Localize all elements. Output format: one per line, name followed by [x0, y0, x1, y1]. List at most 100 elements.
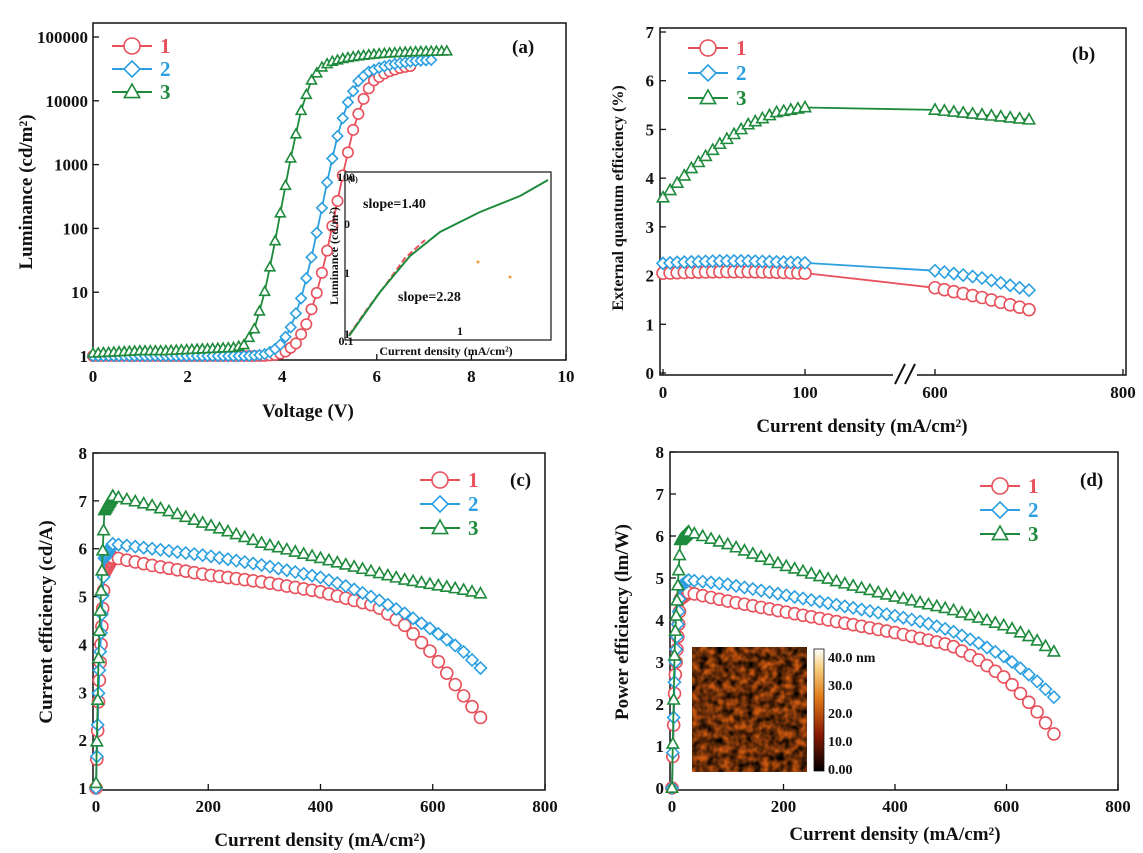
- series-2-point: [170, 544, 185, 560]
- panel-b-legend: 123: [688, 36, 747, 110]
- inset-ytick: 0: [344, 217, 350, 231]
- series-1-point: [456, 689, 471, 703]
- x-tick-label: 800: [532, 797, 558, 816]
- series-2-point: [424, 53, 438, 67]
- x-tick-label: 400: [882, 797, 908, 816]
- series-1-point: [473, 710, 488, 725]
- series-3-point: [305, 548, 320, 562]
- legend-label: 3: [160, 80, 171, 104]
- inset-ytick: 1: [344, 266, 350, 280]
- inset-annotation: slope=1.40: [363, 197, 426, 212]
- series-3-point: [1038, 638, 1053, 652]
- x-tick-label: 8: [467, 367, 476, 386]
- series-3-point: [663, 182, 678, 196]
- series-1-point: [331, 194, 344, 207]
- series-3-point: [389, 570, 404, 583]
- series-3-point: [666, 692, 681, 705]
- legend-label: 1: [1028, 474, 1039, 498]
- series-3-point: [1012, 111, 1027, 124]
- series-2-point: [1021, 283, 1037, 298]
- series-3-point: [687, 525, 702, 539]
- series-1-point: [431, 654, 446, 669]
- series-1-point: [326, 220, 339, 233]
- series-2-point: [92, 663, 107, 678]
- series-1-point: [448, 677, 463, 692]
- series-1-point: [414, 635, 429, 650]
- inset-annotation: slope=2.28: [398, 290, 461, 305]
- series-2-point: [464, 652, 480, 668]
- x-tick-label: 600: [994, 797, 1020, 816]
- series-3-point: [996, 617, 1011, 631]
- inset-point: [476, 260, 480, 264]
- series-3-point: [414, 575, 429, 588]
- series-3-point: [95, 542, 110, 556]
- series-3-point: [684, 160, 699, 174]
- series-1-point: [352, 107, 365, 120]
- series-3-point: [670, 577, 685, 591]
- series-3-point: [178, 509, 193, 523]
- series-3-point: [1013, 624, 1028, 638]
- series-3-point: [762, 552, 777, 566]
- panel-d-legend: 123: [980, 474, 1039, 546]
- series-3-point: [754, 549, 769, 563]
- series-3-point: [279, 178, 292, 191]
- series-3-point: [91, 650, 106, 664]
- y-tick-label: 7: [656, 485, 665, 504]
- series-2-point: [279, 330, 292, 344]
- inset-frame: [344, 171, 552, 341]
- series-2-point: [310, 226, 324, 240]
- series-2-point: [695, 574, 710, 589]
- series-3-point: [111, 489, 126, 503]
- x-tick-label: 800: [1110, 383, 1136, 402]
- y-tick-label: 0: [656, 779, 665, 798]
- series-2-point: [336, 111, 350, 125]
- series-1-point: [300, 318, 313, 331]
- series-3-point: [974, 107, 990, 120]
- series-2-point: [346, 84, 360, 98]
- series-3-point: [665, 736, 680, 749]
- series-3-point: [745, 546, 760, 559]
- series-3-point: [837, 576, 852, 589]
- series-3-point: [355, 561, 370, 575]
- y-tick-label: 0: [646, 364, 655, 383]
- series-3-point: [1046, 644, 1061, 657]
- series-3-point: [787, 561, 802, 574]
- series-3-point: [88, 775, 104, 789]
- series-3-point: [812, 568, 827, 582]
- series-3-point: [203, 518, 219, 531]
- series-3-point: [946, 104, 961, 117]
- series-1-point: [310, 286, 323, 299]
- colorbar-tick: 20.0: [828, 707, 853, 722]
- series-3-point: [846, 578, 861, 591]
- series-2-point: [965, 269, 980, 284]
- series-1-point: [347, 123, 360, 136]
- colorbar-tick: 30.0: [828, 679, 853, 694]
- series-3-point: [703, 531, 719, 545]
- series-2-point: [299, 271, 313, 285]
- inset-xtick: 1: [457, 324, 463, 338]
- series-3-point: [237, 338, 251, 350]
- x-tick-label: 4: [278, 367, 287, 386]
- series-3-point: [1021, 112, 1037, 125]
- series-3-point: [971, 610, 986, 623]
- series-3-point: [431, 577, 446, 591]
- series-3-point: [279, 542, 294, 555]
- series-1-point: [315, 266, 328, 279]
- legend-marker: [123, 82, 141, 99]
- series-1-point: [289, 337, 302, 350]
- inset-ytick: 1: [344, 327, 350, 341]
- series-2-point: [178, 545, 193, 561]
- legend-marker: [431, 471, 449, 489]
- series-2-point: [187, 546, 202, 562]
- series-3-point: [655, 189, 671, 203]
- series-2-point: [397, 606, 412, 621]
- series-3-point: [170, 506, 185, 520]
- series-3-point: [862, 582, 877, 596]
- series-3-point: [927, 102, 943, 115]
- x-tick-label: 0: [92, 797, 101, 816]
- y-tick-label: 1: [80, 347, 89, 366]
- series-1-point: [1022, 302, 1036, 317]
